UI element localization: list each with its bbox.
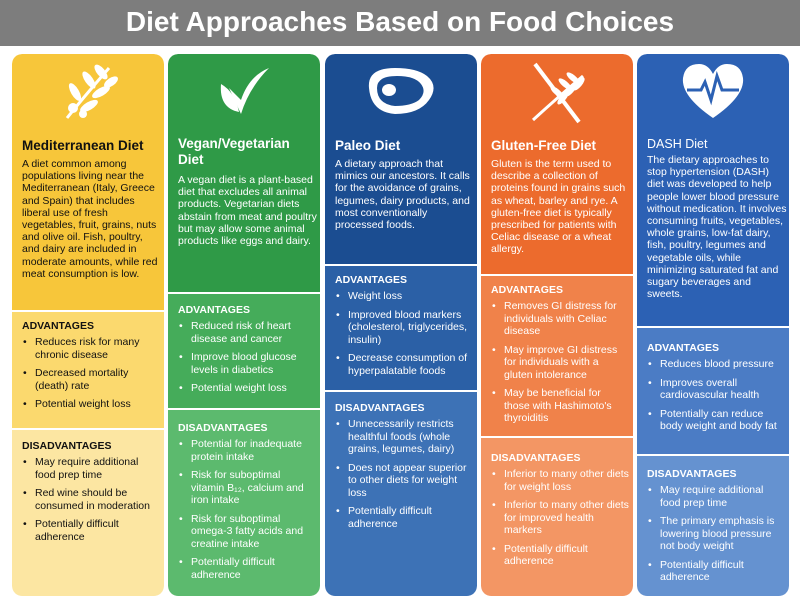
diet-summary: Mediterranean Diet A diet common among p… bbox=[12, 54, 164, 310]
disadvantages-header: DISADVANTAGES bbox=[178, 422, 268, 434]
disadvantages-section: DISADVANTAGES May require additional foo… bbox=[12, 430, 164, 596]
disadvantage-item: Potential for inadequate protein intake bbox=[178, 438, 316, 463]
disadvantages-section: DISADVANTAGES Potential for inadequate p… bbox=[168, 410, 320, 596]
advantages-section: ADVANTAGES Weight loss Improved blood ma… bbox=[325, 266, 477, 390]
diet-column-dash: DASH Diet The dietary approaches to stop… bbox=[637, 54, 789, 596]
diet-summary: Gluten-Free Diet Gluten is the term used… bbox=[481, 54, 633, 274]
advantage-item: Potentially can reduce body weight and b… bbox=[647, 408, 785, 433]
disadvantage-item: Inferior to many other diets for improve… bbox=[491, 499, 629, 537]
diet-column-gluten-free: Gluten-Free Diet Gluten is the term used… bbox=[481, 54, 633, 596]
disadvantage-item: Potentially difficult adherence bbox=[647, 559, 785, 584]
advantages-section: ADVANTAGES Reduces risk for many chronic… bbox=[12, 312, 164, 428]
disadvantage-item: Potentially difficult adherence bbox=[335, 505, 473, 530]
advantages-header: ADVANTAGES bbox=[491, 284, 563, 296]
disadvantage-item: May require additional food prep time bbox=[22, 456, 160, 481]
disadvantage-item: May require additional food prep time bbox=[647, 484, 785, 509]
advantage-item: Potential weight loss bbox=[22, 398, 160, 411]
diet-name: Mediterranean Diet bbox=[22, 138, 144, 153]
diet-summary: DASH Diet The dietary approaches to stop… bbox=[637, 54, 789, 326]
advantage-item: Removes GI distress for individuals with… bbox=[491, 300, 629, 338]
diet-name: Vegan/Vegetarian Diet bbox=[178, 136, 290, 167]
advantage-item: Reduces blood pressure bbox=[647, 358, 785, 371]
advantages-section: ADVANTAGES Reduces blood pressure Improv… bbox=[637, 328, 789, 454]
diet-description: The dietary approaches to stop hypertens… bbox=[647, 154, 787, 301]
diet-column-mediterranean: Mediterranean Diet A diet common among p… bbox=[12, 54, 164, 596]
diet-name: Gluten-Free Diet bbox=[491, 138, 597, 153]
advantage-item: Improves overall cardiovascular health bbox=[647, 377, 785, 402]
heart-pulse-icon bbox=[637, 54, 789, 130]
diet-description: A vegan diet is a plant-based diet that … bbox=[178, 174, 317, 248]
diet-summary: Paleo Diet A dietary approach that mimic… bbox=[325, 54, 477, 264]
disadvantage-item: Inferior to many other diets for weight … bbox=[491, 468, 629, 493]
disadvantage-item: The primary emphasis is lowering blood p… bbox=[647, 515, 785, 553]
disadvantage-item: Potentially difficult adherence bbox=[178, 556, 316, 581]
disadvantages-section: DISADVANTAGES May require additional foo… bbox=[637, 456, 789, 596]
olive-branch-icon bbox=[12, 54, 164, 130]
advantages-header: ADVANTAGES bbox=[647, 342, 719, 354]
disadvantage-item: Does not appear superior to other diets … bbox=[335, 462, 473, 500]
advantage-item: Potential weight loss bbox=[178, 382, 316, 395]
diet-name: DASH Diet bbox=[647, 137, 708, 151]
advantage-item: Improved blood markers (cholesterol, tri… bbox=[335, 309, 473, 347]
advantage-item: Weight loss bbox=[335, 290, 473, 303]
diet-description: A dietary approach that mimics our ances… bbox=[335, 158, 470, 232]
disadvantage-item: Unnecessarily restricts healthful foods … bbox=[335, 418, 473, 456]
page-title: Diet Approaches Based on Food Choices bbox=[0, 0, 800, 46]
disadvantage-item: Risk for suboptimal omega-3 fatty acids … bbox=[178, 513, 316, 551]
advantage-item: Reduced risk of heart disease and cancer bbox=[178, 320, 316, 345]
advantage-item: Reduces risk for many chronic disease bbox=[22, 336, 160, 361]
advantages-header: ADVANTAGES bbox=[22, 320, 94, 332]
diet-description: A diet common among populations living n… bbox=[22, 158, 158, 280]
steak-icon bbox=[325, 54, 477, 130]
disadvantages-header: DISADVANTAGES bbox=[491, 452, 581, 464]
diet-column-vegan: Vegan/Vegetarian Diet A vegan diet is a … bbox=[168, 54, 320, 596]
diet-description: Gluten is the term used to describe a co… bbox=[491, 158, 626, 256]
disadvantages-section: DISADVANTAGES Unnecessarily restricts he… bbox=[325, 392, 477, 596]
advantages-section: ADVANTAGES Removes GI distress for indiv… bbox=[481, 276, 633, 436]
disadvantage-item: Risk for suboptimal vitamin B₁₂, calcium… bbox=[178, 469, 316, 507]
advantage-item: Decrease consumption of hyperpalatable f… bbox=[335, 352, 473, 377]
disadvantages-header: DISADVANTAGES bbox=[647, 468, 737, 480]
diet-name: Paleo Diet bbox=[335, 138, 401, 153]
advantage-item: May be beneficial for those with Hashimo… bbox=[491, 387, 629, 425]
disadvantages-header: DISADVANTAGES bbox=[22, 440, 112, 452]
advantages-header: ADVANTAGES bbox=[335, 274, 407, 286]
disadvantage-item: Red wine should be consumed in moderatio… bbox=[22, 487, 160, 512]
diet-summary: Vegan/Vegetarian Diet A vegan diet is a … bbox=[168, 54, 320, 292]
advantage-item: May improve GI distress for individuals … bbox=[491, 344, 629, 382]
advantages-header: ADVANTAGES bbox=[178, 304, 250, 316]
disadvantages-header: DISADVANTAGES bbox=[335, 402, 425, 414]
disadvantages-section: DISADVANTAGES Inferior to many other die… bbox=[481, 438, 633, 596]
leaf-check-icon bbox=[168, 54, 320, 130]
disadvantage-item: Potentially difficult adherence bbox=[22, 518, 160, 543]
advantage-item: Decreased mortality (death) rate bbox=[22, 367, 160, 392]
diet-column-paleo: Paleo Diet A dietary approach that mimic… bbox=[325, 54, 477, 596]
advantages-section: ADVANTAGES Reduced risk of heart disease… bbox=[168, 294, 320, 408]
no-wheat-icon bbox=[481, 54, 633, 130]
disadvantage-item: Potentially difficult adherence bbox=[491, 543, 629, 568]
advantage-item: Improve blood glucose levels in diabetic… bbox=[178, 351, 316, 376]
